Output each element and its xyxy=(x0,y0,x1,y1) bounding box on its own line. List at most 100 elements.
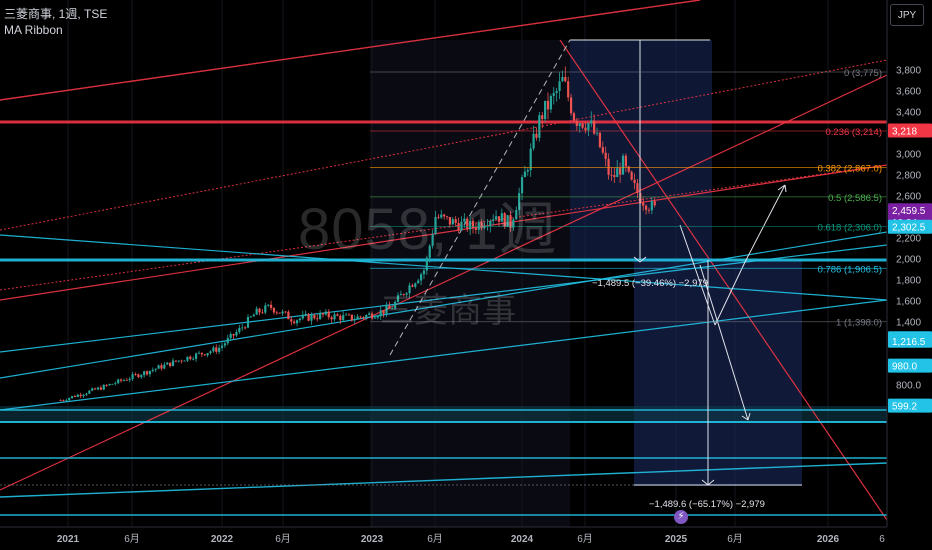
candle-body xyxy=(189,356,192,360)
candle-body xyxy=(272,307,276,313)
candle-body xyxy=(627,166,630,172)
x-tick-label: 6月 xyxy=(577,533,593,545)
candle-body xyxy=(192,358,195,360)
x-tick-label: 6月 xyxy=(275,533,291,545)
candle-body xyxy=(344,314,348,316)
candle-body xyxy=(607,158,610,175)
candle-body xyxy=(581,123,584,128)
candle-body xyxy=(264,305,267,313)
candle-body xyxy=(650,201,653,211)
candle-body xyxy=(520,177,524,194)
candle-body xyxy=(128,378,131,380)
candle-body xyxy=(154,368,157,370)
candle-body xyxy=(587,123,590,131)
candle-body xyxy=(408,285,411,294)
trend-line xyxy=(0,231,888,379)
candle-body xyxy=(281,311,284,314)
price-label-text: 980.0 xyxy=(892,362,917,373)
candle-body xyxy=(301,314,304,319)
candle-body xyxy=(558,81,561,92)
price-label-box xyxy=(888,333,932,348)
candle-body xyxy=(278,312,281,314)
candle-body xyxy=(91,388,94,391)
candle-body xyxy=(509,215,512,228)
candle-body xyxy=(569,97,573,114)
candle-body xyxy=(290,319,293,322)
candle-body xyxy=(469,220,472,230)
candle-body xyxy=(621,155,625,175)
x-tick-label: 6月 xyxy=(727,533,743,545)
fib-level-label: 0.618 (2,306.0) xyxy=(818,222,882,233)
candle-body xyxy=(327,311,330,318)
candle-body xyxy=(295,320,299,324)
candle-body xyxy=(140,375,143,378)
candle-body xyxy=(492,219,495,221)
y-tick-label: 2,800 xyxy=(896,170,921,181)
candle-body xyxy=(653,201,656,206)
bolt-icon[interactable]: ⚡ xyxy=(674,510,688,524)
y-tick-label: 3,800 xyxy=(896,65,921,76)
candle-body xyxy=(203,354,206,356)
candle-body xyxy=(229,333,232,339)
candle-body xyxy=(119,379,123,381)
currency-button[interactable]: JPY xyxy=(890,4,924,26)
candle-body xyxy=(474,228,477,230)
candle-body xyxy=(593,120,596,134)
candle-body xyxy=(489,220,492,226)
y-tick-label: 2,200 xyxy=(896,233,921,244)
candle-body xyxy=(549,96,552,110)
candle-body xyxy=(137,374,140,378)
fib-level-label: 0.786 (1,906.5) xyxy=(818,264,882,275)
candle-body xyxy=(324,311,327,315)
candle-body xyxy=(298,318,302,321)
candle-body xyxy=(310,314,313,321)
candle-body xyxy=(82,394,85,396)
candle-body xyxy=(160,365,163,369)
drawing-line xyxy=(714,261,746,326)
candle-body xyxy=(604,152,607,159)
candle-body xyxy=(197,352,201,354)
candle-body xyxy=(212,347,215,352)
drawing-line xyxy=(744,184,786,263)
trend-line xyxy=(0,234,888,301)
candle-body xyxy=(644,205,648,210)
candle-body xyxy=(552,92,555,97)
candle-body xyxy=(460,221,463,231)
candle-body xyxy=(183,360,186,362)
y-tick-label: 3,000 xyxy=(896,149,921,160)
candle-body xyxy=(209,351,212,354)
candle-body xyxy=(163,364,166,369)
candle-body xyxy=(515,210,518,220)
candle-body xyxy=(85,393,88,395)
candle-body xyxy=(483,226,486,228)
price-label-box xyxy=(888,219,932,234)
candle-body xyxy=(619,168,622,175)
y-tick-label: 800.0 xyxy=(896,381,921,392)
fib-level-label: 0.5 (2,586.5) xyxy=(828,193,882,204)
candle-body xyxy=(405,293,408,295)
drawing-line xyxy=(633,256,641,263)
drawing-line xyxy=(639,256,647,263)
candle-body xyxy=(480,222,483,228)
candle-body xyxy=(356,316,359,320)
trend-line xyxy=(0,164,888,301)
candle-body xyxy=(362,317,365,318)
candles xyxy=(59,66,656,402)
candle-body xyxy=(350,314,353,321)
candle-body xyxy=(284,311,287,313)
candle-body xyxy=(143,371,146,376)
indicator-label[interactable]: MA Ribbon xyxy=(4,23,63,37)
candle-body xyxy=(131,374,134,379)
candle-body xyxy=(497,216,501,222)
candle-body xyxy=(633,179,636,184)
candle-body xyxy=(391,308,394,310)
candle-body xyxy=(567,81,570,98)
candle-body xyxy=(226,338,229,344)
candle-body xyxy=(307,313,310,321)
candle-body xyxy=(223,343,227,346)
candle-body xyxy=(157,365,160,369)
candle-body xyxy=(68,398,71,401)
candle-body xyxy=(241,327,244,329)
candle-body xyxy=(261,312,264,314)
